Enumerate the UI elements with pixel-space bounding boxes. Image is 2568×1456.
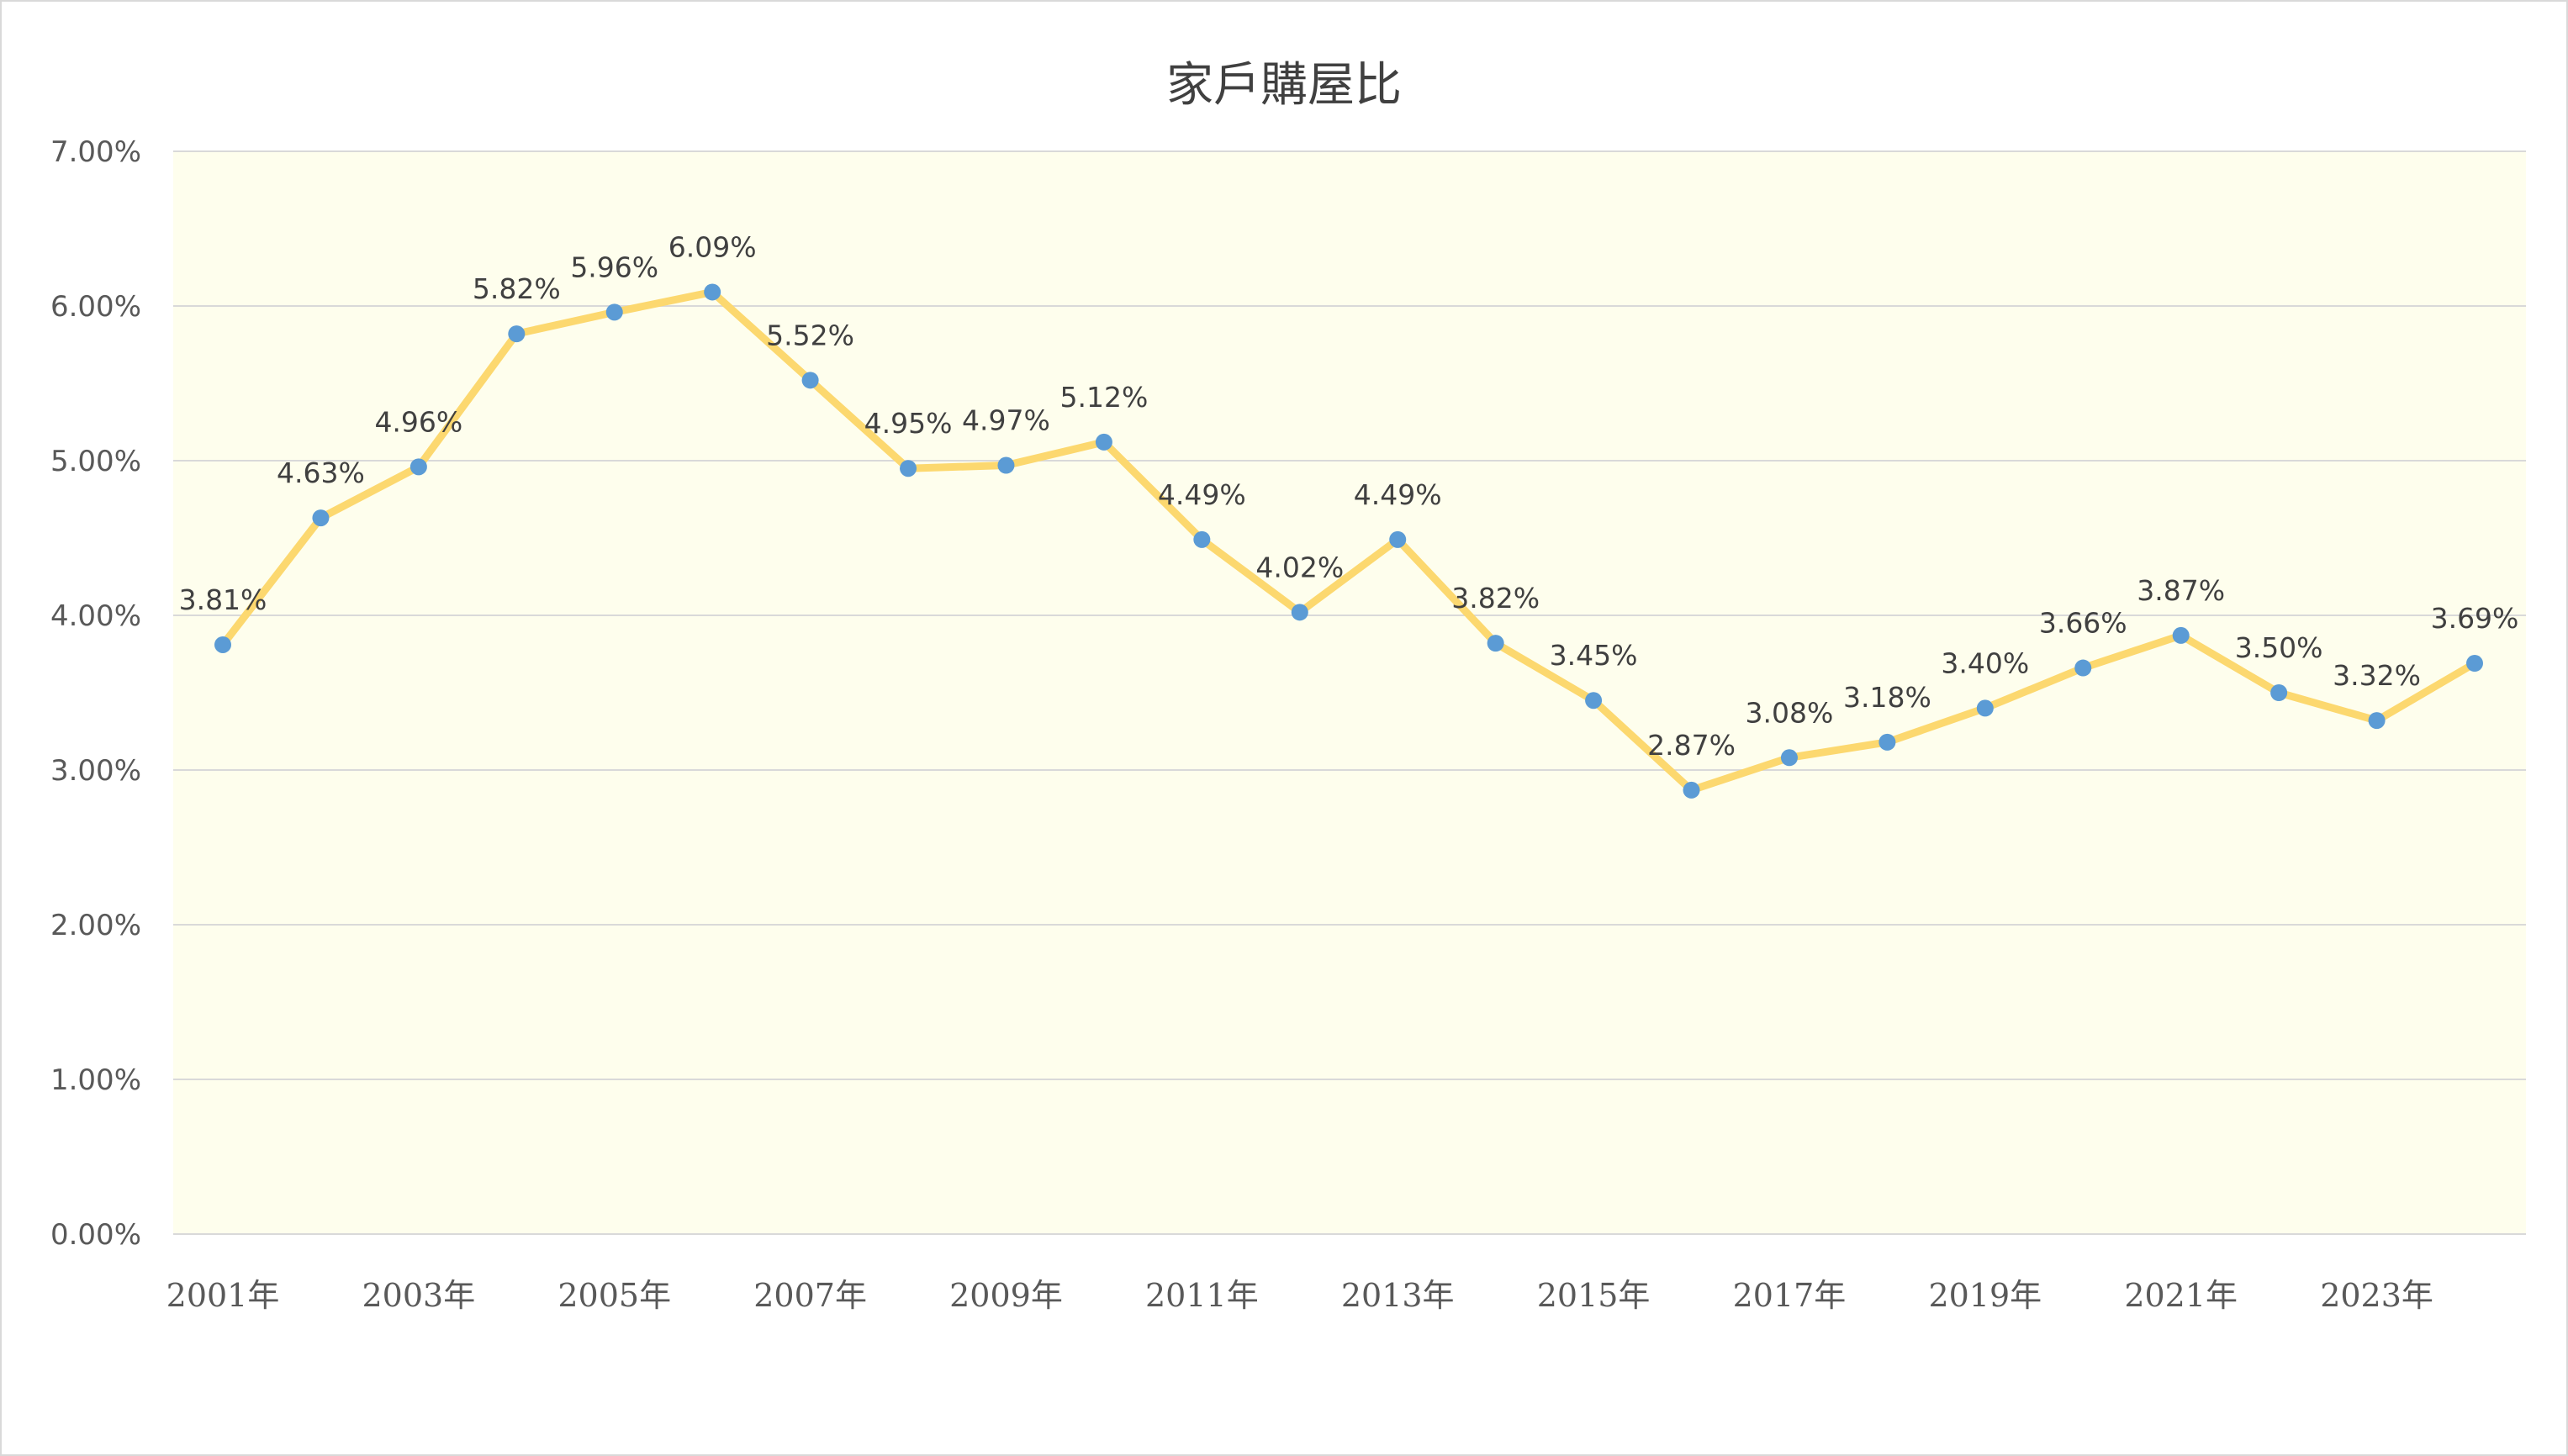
data-label: 5.96% (570, 251, 658, 283)
x-tick-label: 2013年 (1341, 1277, 1455, 1314)
data-label: 3.87% (2137, 574, 2225, 607)
data-point-marker (900, 460, 917, 477)
y-tick-label: 5.00% (50, 445, 141, 478)
data-label: 2.87% (1647, 729, 1736, 762)
data-point-marker (2074, 659, 2092, 677)
x-tick-label: 2011年 (1145, 1277, 1259, 1314)
data-labels: 3.81% 4.63% 4.96% 5.82% 5.96% 6.09% 5.52% 4.95%… (179, 230, 2519, 761)
y-tick-label: 6.00% (50, 290, 141, 324)
x-tick-label: 2007年 (753, 1277, 867, 1314)
data-point-marker (1878, 733, 1896, 751)
x-axis-ticks: 2001年 2003年 2005年 2007年 2009年 2011年 2013年 2015年… (166, 1277, 2433, 1314)
data-label: 4.97% (962, 404, 1050, 437)
x-tick-label: 2017年 (1733, 1277, 1847, 1314)
x-tick-label: 2023年 (2320, 1277, 2433, 1314)
data-point-marker (1683, 781, 1700, 799)
data-point-marker (997, 456, 1015, 474)
data-label: 3.81% (179, 583, 267, 616)
chart-title: 家戶購屋比 (1166, 58, 1402, 113)
data-point-marker (312, 509, 330, 527)
data-label: 3.32% (2333, 659, 2421, 692)
data-markers (214, 283, 2483, 799)
data-label: 3.08% (1746, 696, 1834, 729)
data-label: 3.50% (2235, 631, 2323, 664)
data-point-marker (1095, 433, 1112, 451)
data-point-marker (1487, 635, 1504, 652)
data-point-marker (704, 283, 721, 301)
data-point-marker (1193, 530, 1211, 548)
data-point-marker (801, 372, 819, 389)
plot-area (173, 151, 2526, 1234)
data-point-marker (1780, 749, 1798, 767)
data-point-marker (2270, 684, 2288, 701)
data-point-marker (1389, 530, 1407, 548)
data-point-marker (1976, 699, 1994, 717)
data-point-marker (214, 636, 231, 653)
y-tick-label: 3.00% (50, 754, 141, 788)
x-tick-label: 2009年 (949, 1277, 1063, 1314)
data-label: 4.63% (277, 456, 365, 489)
data-label: 3.69% (2431, 602, 2519, 635)
data-label: 5.82% (473, 272, 561, 305)
x-tick-label: 2021年 (2124, 1277, 2238, 1314)
data-label: 3.40% (1941, 646, 2029, 679)
data-point-marker (1291, 604, 1308, 621)
x-tick-label: 2015年 (1537, 1277, 1651, 1314)
data-point-marker (1585, 692, 1603, 710)
data-label: 4.49% (1354, 478, 1442, 511)
gridlines (173, 150, 2526, 1235)
data-label: 3.82% (1451, 582, 1540, 615)
data-point-marker (2172, 626, 2190, 644)
y-tick-label: 4.00% (50, 599, 141, 633)
x-tick-label: 2001年 (166, 1277, 280, 1314)
x-tick-label: 2005年 (557, 1277, 671, 1314)
data-point-marker (2466, 655, 2483, 673)
data-label: 4.02% (1255, 551, 1344, 583)
data-label: 5.52% (766, 319, 854, 351)
data-label: 5.12% (1059, 381, 1148, 414)
data-point-marker (2368, 712, 2386, 730)
data-point-marker (410, 458, 427, 476)
data-label: 6.09% (668, 230, 757, 263)
x-tick-label: 2003年 (362, 1277, 476, 1314)
data-label: 4.49% (1158, 478, 1246, 511)
y-tick-label: 2.00% (50, 909, 141, 942)
data-point-marker (508, 325, 526, 343)
data-label: 4.95% (864, 407, 953, 440)
data-label: 4.96% (374, 405, 462, 438)
y-tick-label: 1.00% (50, 1063, 141, 1097)
y-tick-label: 0.00% (50, 1218, 141, 1252)
y-axis-ticks: 0.00% 1.00% 2.00% 3.00% 4.00% 5.00% 6.00% 7.00% (50, 135, 141, 1252)
data-label: 3.45% (1550, 639, 1638, 672)
series-line (219, 288, 2479, 794)
data-point-marker (605, 303, 623, 321)
y-tick-label: 7.00% (50, 135, 141, 169)
x-tick-label: 2019年 (1928, 1277, 2042, 1314)
data-label: 3.18% (1843, 681, 1931, 714)
data-label: 3.66% (2039, 607, 2127, 640)
